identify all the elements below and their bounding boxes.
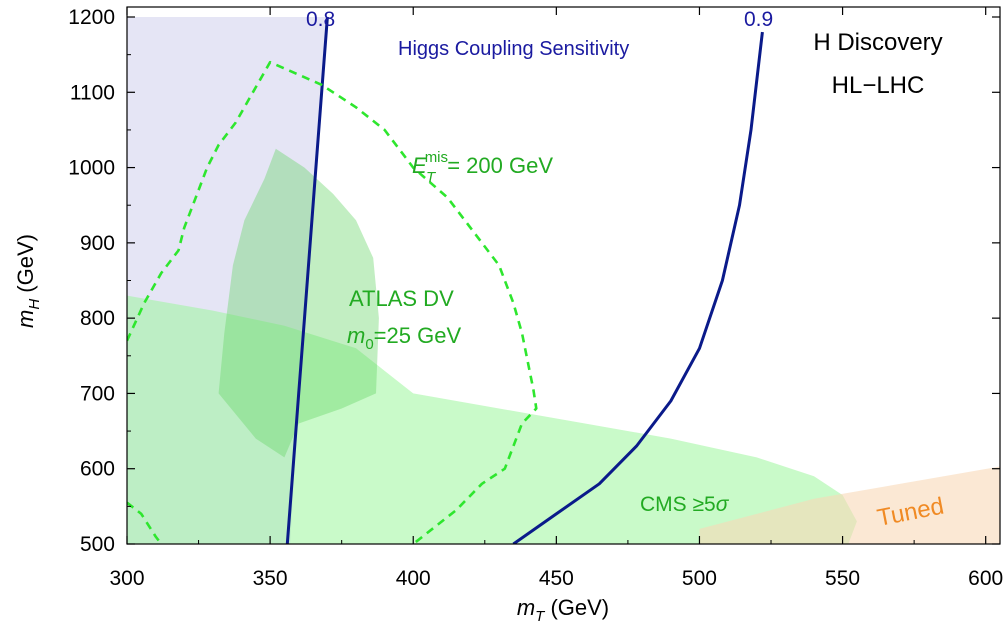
- x-tick-label: 400: [396, 567, 431, 590]
- atlas-mass-label: m0=25 GeV: [347, 323, 461, 353]
- emis-rest: = 200 GeV: [447, 153, 553, 178]
- contour-lines: [127, 17, 764, 544]
- y-tick-label: 1200: [68, 6, 115, 29]
- y-tick-label: 900: [80, 232, 115, 255]
- atlas-mass-rest: =25 GeV: [374, 323, 462, 348]
- x-tick-label: 600: [968, 567, 1003, 590]
- y-tick-label: 600: [80, 458, 115, 481]
- x-axis-var: m: [517, 595, 535, 620]
- region-cms: [127, 295, 857, 544]
- dashed-contour-2: [127, 60, 538, 544]
- atlas-dv-label: ATLAS DV: [349, 286, 454, 311]
- axes: 300 350 400 450 500 550 600 500 600 700 800 900 1000…: [68, 6, 1003, 590]
- x-axis-unit: (GeV): [544, 595, 609, 620]
- x-tick-label: 500: [682, 567, 717, 590]
- x-tick-label: 350: [253, 567, 288, 590]
- higgs-coupling-label: Higgs Coupling Sensitivity: [398, 38, 629, 60]
- y-axis-sub: H: [26, 299, 43, 310]
- x-tick-label: 300: [109, 567, 144, 590]
- contour-label-0.9: 0.9: [744, 8, 773, 31]
- contour-line-0.9: [512, 31, 764, 544]
- cms-label: CMS ≥5σ: [640, 493, 730, 516]
- x-tick-label: 450: [539, 567, 574, 590]
- cms-text: CMS ≥5: [640, 493, 716, 516]
- x-axis-sub: T: [535, 608, 546, 625]
- shaded-regions: [127, 17, 1000, 544]
- annotation-labels: 0.8 0.9 Higgs Coupling Sensitivity H Dis…: [306, 8, 946, 532]
- emis-sub: T: [426, 169, 437, 186]
- emis-sup: mis: [425, 149, 448, 166]
- cms-sigma: σ: [716, 493, 730, 516]
- y-tick-label: 700: [80, 382, 115, 405]
- plot-frame: [126, 6, 1001, 545]
- region-atlas-dv: [218, 148, 379, 458]
- emis-base: E: [412, 153, 427, 178]
- atlas-mass-var: m: [347, 323, 365, 348]
- discovery-label-line2: HL−LHC: [832, 72, 925, 99]
- contour-line-0.8: [285, 17, 329, 544]
- discovery-label-line1: H Discovery: [813, 29, 942, 56]
- x-tick-label: 550: [825, 567, 860, 590]
- y-axis-unit: (GeV): [13, 234, 38, 299]
- y-axis-title: mH (GeV): [13, 234, 43, 328]
- y-axis-var: m: [13, 310, 38, 328]
- y-tick-label: 800: [80, 307, 115, 330]
- axis-titles: mT (GeV) mH (GeV): [13, 234, 609, 625]
- y-tick-label: 1000: [68, 157, 115, 180]
- dashed-contour-3: [127, 501, 163, 544]
- region-tuned: [699, 466, 1000, 544]
- contour-label-0.8: 0.8: [306, 8, 335, 31]
- atlas-mass-sub: 0: [365, 336, 373, 353]
- x-axis-title: mT (GeV): [517, 595, 609, 625]
- y-tick-label: 1100: [70, 81, 115, 104]
- emis-label: Emis T = 200 GeV: [412, 149, 553, 186]
- y-tick-label: 500: [80, 533, 115, 556]
